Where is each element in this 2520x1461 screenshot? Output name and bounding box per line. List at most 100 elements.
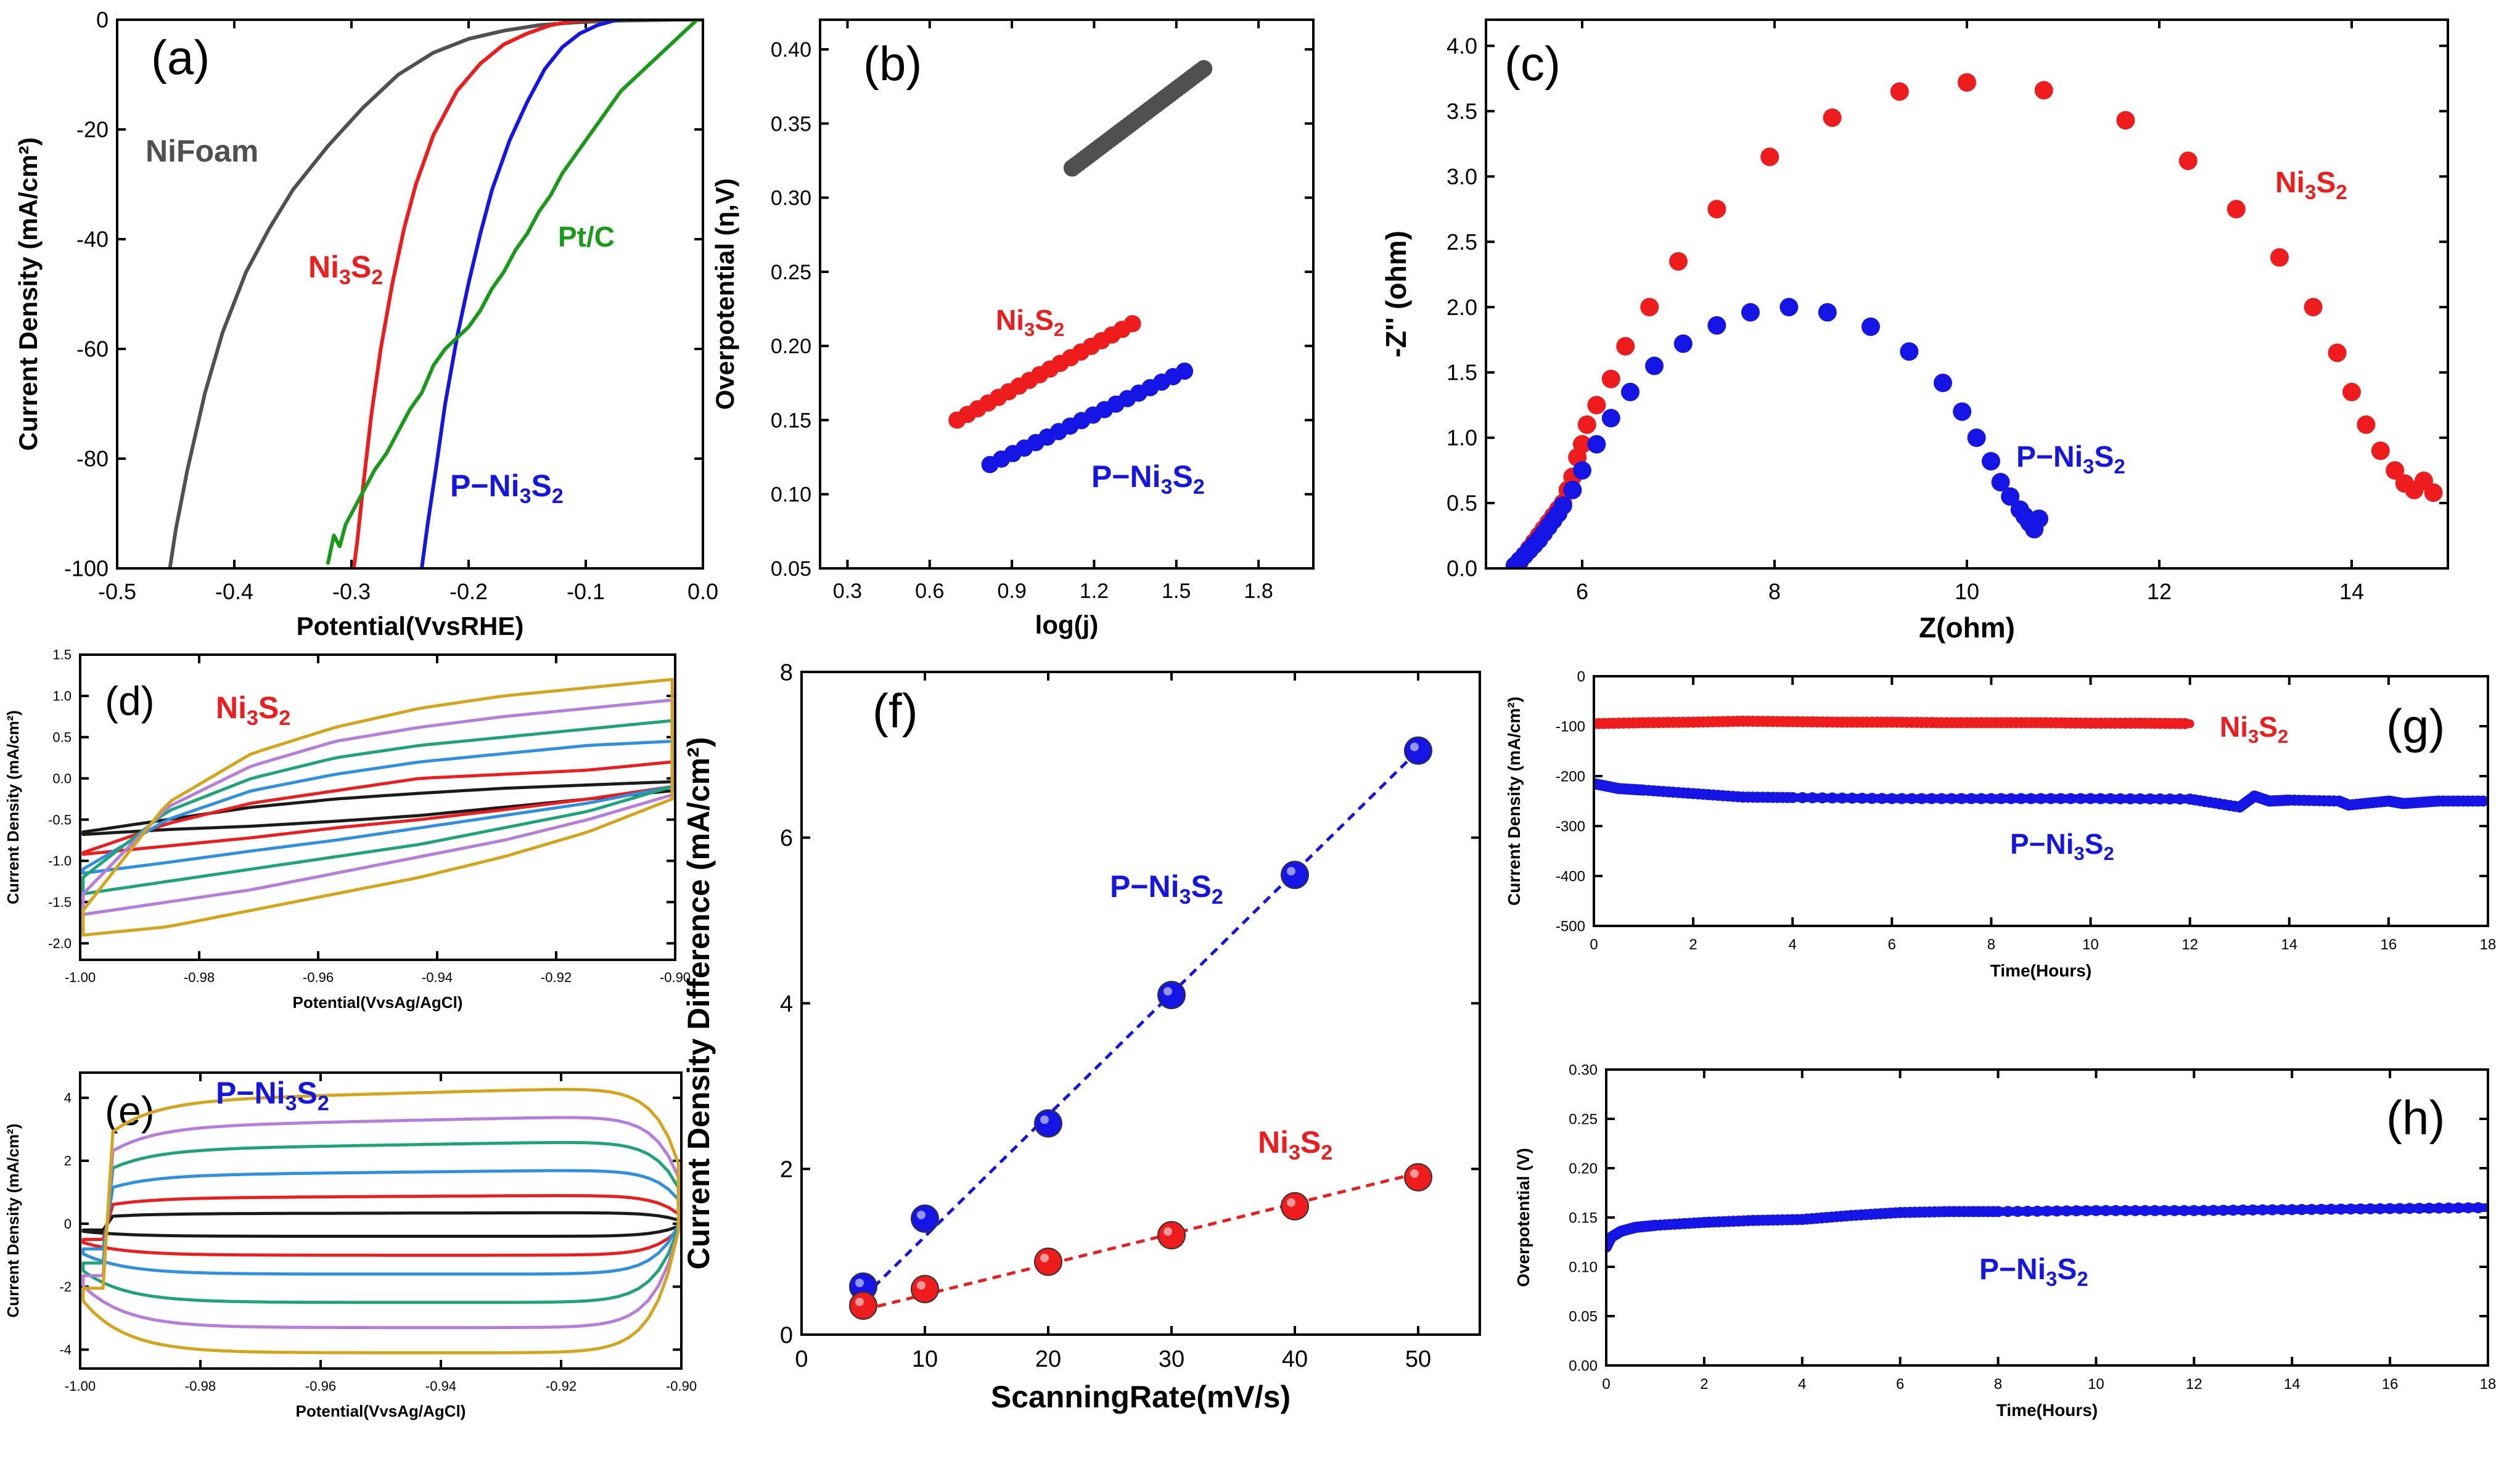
data-point <box>1601 369 1620 388</box>
panel-label: (a) <box>151 30 210 84</box>
series-annotation: P−Ni3​S2​ <box>2016 441 2125 478</box>
data-point <box>2055 793 2067 804</box>
cv-loop <box>81 1169 680 1276</box>
data-point <box>1281 861 1309 890</box>
y-tick-label: 0.35 <box>771 112 811 136</box>
data-point <box>2025 793 2037 804</box>
x-tick-label: 12 <box>2186 1376 2202 1393</box>
x-axis-label: Potential(VvsAg/AgCl) <box>296 1402 466 1420</box>
x-tick-label: 18 <box>2480 936 2497 953</box>
text-part: 2 <box>1054 319 1064 340</box>
text-part: 3 <box>1289 1141 1300 1164</box>
x-tick-label: 6 <box>1896 1376 1904 1393</box>
data-point <box>2005 793 2017 804</box>
text-part: S <box>1300 1125 1321 1160</box>
data-point <box>2042 1205 2053 1217</box>
data-point <box>2071 1205 2082 1217</box>
x-tick-label: 0.3 <box>833 579 862 603</box>
text-part: (Hours) <box>2037 1401 2098 1420</box>
x-axis-label: Time(Hours) <box>1990 961 2091 980</box>
data-point <box>1985 793 1997 804</box>
cv-loop <box>81 1140 680 1304</box>
data-point <box>1404 736 1432 765</box>
plot-area <box>81 1087 680 1354</box>
text-part: S <box>1191 869 1211 904</box>
plot-area <box>948 60 1213 473</box>
panel-a: -0.5 -0.4 -0.3 -0.2 -0.1 0.0 -100 -80 -60 -40 -20 0… <box>14 7 718 640</box>
text-part: 3 <box>1161 475 1173 499</box>
data-point <box>1640 298 1659 317</box>
text-part: vs <box>432 612 461 640</box>
text-part: (ohm) <box>1936 612 2015 644</box>
x-tick-label: 0.6 <box>915 579 944 603</box>
x-tick-label: 6 <box>1888 936 1896 953</box>
point-highlight <box>917 1281 926 1290</box>
point-highlight <box>1164 987 1172 996</box>
data-point <box>1935 793 1947 804</box>
text-part: 3 <box>339 266 351 289</box>
y-tick-label: 1.0 <box>1447 425 1477 451</box>
data-point <box>2051 1205 2062 1217</box>
cv-title: Ni3​S2​ <box>216 690 290 730</box>
text-part: (V <box>360 993 377 1012</box>
text-part: P−Ni <box>1091 459 1161 494</box>
y-tick-label: 2 <box>780 1157 793 1183</box>
x-tick-label: 30 <box>1159 1346 1184 1372</box>
point-highlight <box>1040 1115 1049 1124</box>
x-tick-label: 10 <box>2088 1376 2104 1393</box>
series-annotation: P−Ni3​S2​ <box>1091 459 1205 499</box>
data-point <box>2135 793 2146 804</box>
data-point <box>2110 1205 2122 1216</box>
data-point <box>2335 1203 2347 1215</box>
data-point <box>2374 1203 2386 1214</box>
data-point <box>1896 793 1908 804</box>
cv-title: P−Ni3​S2​ <box>216 1076 329 1115</box>
data-point <box>1573 461 1591 480</box>
plot-area <box>81 677 674 937</box>
data-point <box>2125 793 2136 804</box>
data-point <box>1866 793 1878 804</box>
x-tick-label: -0.90 <box>660 970 691 985</box>
text-part: 3 <box>1180 885 1191 909</box>
y-axis-label: Current Density (mA/cm²) <box>4 710 22 904</box>
x-axis-label: log(j) <box>1035 610 1099 639</box>
data-point <box>2179 718 2191 729</box>
plot-area <box>1505 73 2443 568</box>
y-tick-label: 1.0 <box>52 689 72 704</box>
data-point <box>2325 1203 2337 1215</box>
data-point <box>2227 1205 2239 1216</box>
data-point <box>1587 396 1606 415</box>
text-part: Ni <box>308 250 339 284</box>
text-part: P−Ni <box>2010 828 2074 860</box>
text-part: Ni <box>2220 711 2248 743</box>
data-point <box>2169 1205 2180 1216</box>
x-tick-label: -0.92 <box>546 1378 577 1394</box>
x-tick-label: 8 <box>1994 1376 2002 1393</box>
text-part: Time <box>1997 1401 2037 1420</box>
panel-h: 0 2 4 6 8 10 12 14 16 18 0.00 0.05 0.10 0.15 0.20 0.25 0… <box>1514 1062 2496 1420</box>
data-point <box>2178 151 2198 170</box>
y-tick-label: 3.0 <box>1447 164 1477 189</box>
data-point <box>2315 1203 2327 1215</box>
data-point <box>2178 1205 2190 1216</box>
x-axis-label: Z(ohm) <box>1919 612 2015 644</box>
data-point <box>2100 1205 2112 1216</box>
data-point <box>1886 793 1898 804</box>
x-tick-label: 6 <box>1576 579 1588 604</box>
data-point <box>1573 435 1591 454</box>
axes-frame <box>800 671 1481 1336</box>
y-tick-label: -400 <box>1556 868 1585 885</box>
data-point <box>2371 441 2390 460</box>
data-point <box>1926 793 1937 804</box>
text-part: Potential <box>293 993 361 1012</box>
text-part: S <box>2085 828 2104 860</box>
text-part: (Hours) <box>2030 961 2092 980</box>
cv-loop <box>81 780 674 837</box>
x-axis-label: Time(Hours) <box>1997 1401 2098 1420</box>
y-tick-label: -1.0 <box>48 853 72 869</box>
data-point <box>2116 111 2135 130</box>
data-point <box>2276 1204 2288 1216</box>
cv-loop <box>81 1116 680 1330</box>
y-tick-label: 0.40 <box>771 38 811 62</box>
